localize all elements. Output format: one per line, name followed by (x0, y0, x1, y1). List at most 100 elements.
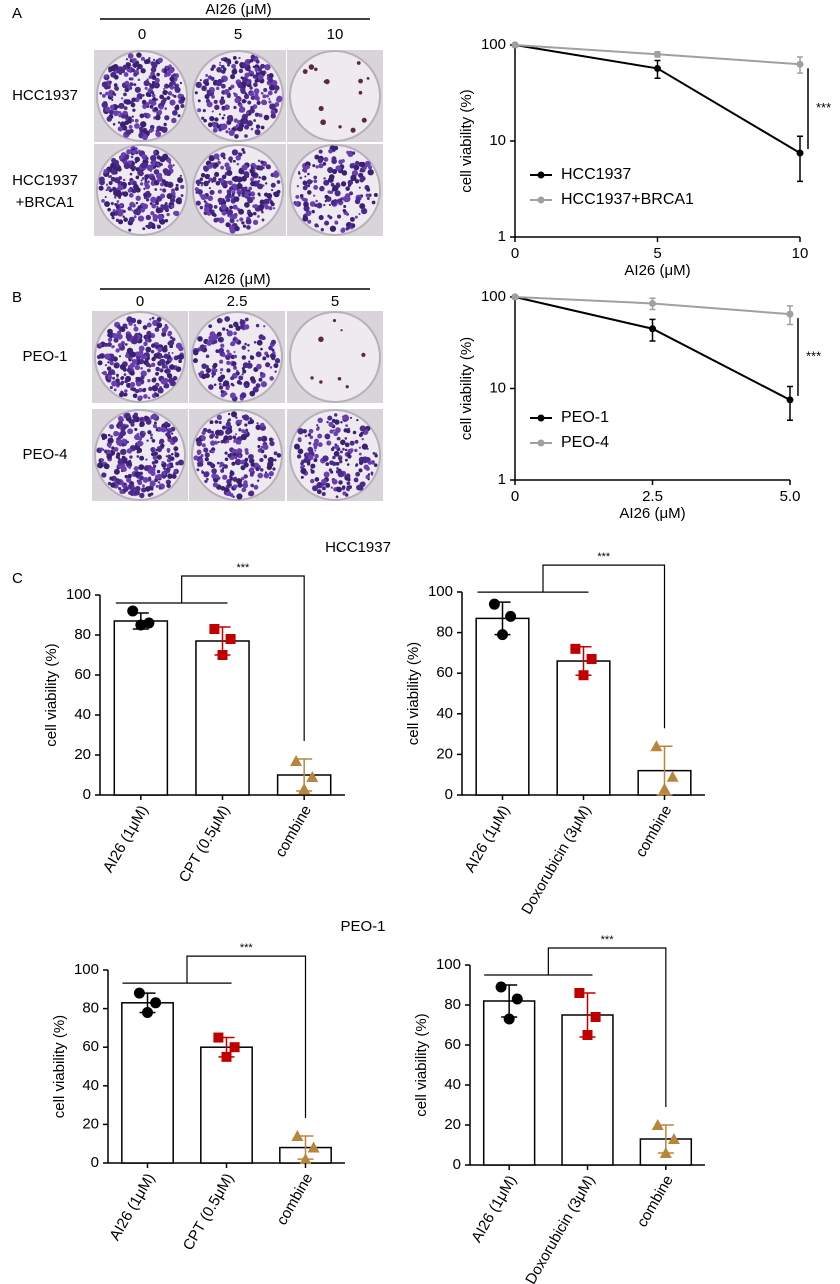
colony (269, 440, 275, 447)
colony (161, 327, 168, 334)
colony (236, 423, 240, 427)
colony (107, 337, 113, 342)
colony (247, 420, 252, 425)
colony (242, 119, 248, 125)
colony (310, 469, 315, 474)
colony (160, 182, 165, 187)
colony (269, 103, 276, 110)
colony (96, 354, 102, 360)
colony (309, 201, 316, 207)
colony (310, 376, 314, 380)
colony (153, 353, 160, 359)
colony (321, 492, 326, 497)
colony (299, 194, 304, 198)
colony (205, 354, 210, 359)
colony (244, 124, 250, 130)
colony (135, 147, 138, 151)
colony (255, 383, 261, 389)
colony (129, 370, 135, 376)
colony (123, 217, 128, 222)
colony (150, 84, 154, 88)
y-tick-label: 10 (489, 379, 506, 396)
x-tick-label: 2.5 (642, 488, 663, 505)
colony (346, 488, 350, 492)
colony (174, 186, 179, 191)
colony (260, 468, 264, 472)
colony (241, 98, 247, 104)
colony (135, 201, 139, 205)
colony (226, 180, 230, 184)
colony (234, 433, 238, 436)
colony (229, 470, 235, 476)
data-point (511, 41, 519, 49)
significance-label: *** (601, 934, 615, 946)
colony (131, 149, 137, 155)
colony (114, 70, 118, 74)
colony (309, 435, 314, 440)
colony (318, 336, 324, 343)
colony (151, 225, 156, 230)
colony (236, 162, 240, 166)
colony (139, 473, 143, 476)
colony (263, 114, 270, 121)
colony (203, 471, 210, 478)
colony (219, 98, 226, 105)
colony (297, 448, 304, 455)
colony (222, 57, 225, 60)
colony (242, 369, 247, 374)
colony (126, 367, 132, 373)
colony (223, 114, 226, 117)
colony (228, 324, 233, 329)
colony (113, 447, 119, 452)
colony (226, 209, 232, 215)
colony (100, 447, 103, 451)
legend-label: PEO-1 (561, 409, 609, 426)
y-axis-label: cell viability (%) (51, 1015, 68, 1118)
colony (176, 367, 180, 371)
colony (241, 193, 246, 198)
colony (159, 438, 165, 444)
colony (231, 361, 237, 367)
data-point (299, 1153, 312, 1165)
colony (128, 484, 133, 489)
colony (115, 218, 120, 223)
colony (120, 469, 124, 473)
colony (263, 472, 270, 479)
colony (353, 164, 360, 171)
colony (206, 89, 210, 94)
colony (143, 355, 148, 359)
colony (226, 368, 231, 373)
data-point (511, 293, 519, 301)
colony (225, 130, 229, 134)
colony (230, 376, 235, 381)
colony (237, 125, 244, 132)
colony (315, 165, 319, 169)
colony (312, 164, 316, 168)
colony (274, 89, 278, 93)
colony (167, 370, 170, 373)
colony (255, 124, 261, 129)
colony (150, 415, 154, 419)
colony (167, 473, 173, 479)
colony (304, 434, 308, 438)
data-point (229, 1042, 240, 1053)
colony (141, 134, 148, 141)
colony (251, 174, 254, 177)
colony (125, 375, 132, 382)
colony (261, 210, 264, 214)
colony (151, 438, 156, 443)
colony (222, 474, 228, 480)
colony (171, 117, 177, 124)
colony (203, 345, 207, 349)
colony (161, 461, 165, 464)
colony (150, 128, 155, 132)
colony (355, 160, 360, 165)
y-tick-label: 40 (74, 706, 91, 723)
colony (104, 106, 111, 112)
colony (155, 448, 158, 451)
colony (143, 394, 148, 399)
colony (240, 476, 245, 481)
colony (213, 82, 217, 86)
colony (260, 449, 265, 454)
colony (129, 356, 133, 360)
